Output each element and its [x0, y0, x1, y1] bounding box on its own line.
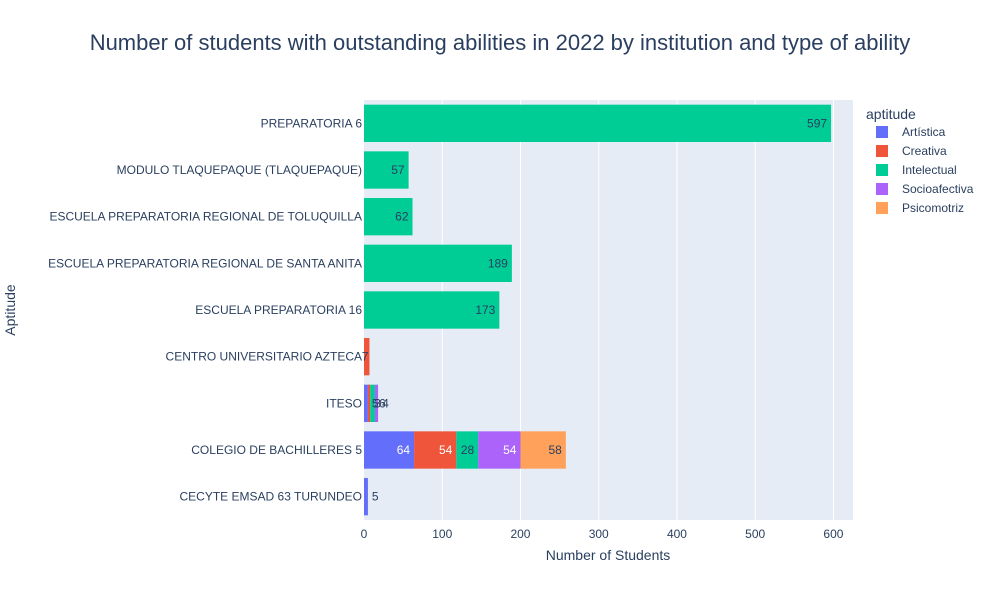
y-tick-label: ESCUELA PREPARATORIA REGIONAL DE TOLUQUI… — [49, 210, 362, 224]
data-label: 7 — [362, 350, 369, 364]
bar-socioafectiva[interactable] — [374, 384, 379, 422]
y-tick-label: CENTRO UNIVERSITARIO AZTECA — [166, 350, 362, 364]
bar-socioafectiva[interactable] — [478, 431, 521, 469]
y-tick-label: MODULO TLAQUEPAQUE (TLAQUEPAQUE) — [117, 163, 362, 177]
x-axis-ticks: 0 100 200 300 400 500 600 — [361, 527, 844, 541]
x-tick-label: 600 — [823, 527, 843, 541]
data-label: 6 — [379, 396, 386, 410]
legend-swatch-socioafectiva[interactable] — [876, 183, 888, 195]
data-label: 62 — [395, 210, 409, 224]
legend[interactable]: Artística Creativa Intelectual Socioafectiv… — [876, 125, 974, 215]
x-tick-label: 500 — [745, 527, 765, 541]
data-label: 57 — [391, 163, 405, 177]
bar-intelectual[interactable] — [370, 384, 375, 422]
data-label: 597 — [807, 116, 827, 130]
bar-intelectual[interactable] — [364, 104, 832, 142]
data-label: 5 — [372, 490, 379, 504]
legend-swatch-psicomotriz[interactable] — [876, 202, 888, 214]
legend-item-label[interactable]: Socioafectiva — [902, 182, 974, 196]
gridlines — [441, 100, 834, 520]
data-label: 28 — [461, 443, 475, 457]
bar-intelectual[interactable] — [364, 291, 500, 329]
bars — [364, 104, 832, 516]
data-label: 5 — [372, 396, 379, 410]
data-label: 3 — [374, 396, 381, 410]
legend-item-label[interactable]: Intelectual — [902, 163, 957, 177]
chart-title: Number of students with outstanding abil… — [90, 30, 911, 55]
bar-artística[interactable] — [364, 478, 368, 516]
data-label: 189 — [488, 256, 508, 270]
x-axis-title: Number of Students — [546, 547, 671, 563]
y-tick-label: ESCUELA PREPARATORIA 16 — [195, 303, 362, 317]
legend-item-label[interactable]: Psicomotriz — [902, 201, 964, 215]
data-label: 4 — [382, 396, 389, 410]
legend-item-label[interactable]: Creativa — [902, 144, 947, 158]
y-tick-label: COLEGIO DE BACHILLERES 5 — [191, 443, 362, 457]
bar-artística[interactable] — [364, 384, 368, 422]
bar-creativa[interactable] — [414, 431, 457, 469]
y-tick-label: ESCUELA PREPARATORIA REGIONAL DE SANTA A… — [48, 256, 362, 270]
bar-creativa[interactable] — [367, 384, 371, 422]
bar-artística[interactable] — [364, 431, 415, 469]
x-tick-label: 100 — [432, 527, 452, 541]
y-tick-label: CECYTE EMSAD 63 TURUNDEO — [180, 490, 362, 504]
y-axis-title: Aptitude — [2, 284, 18, 336]
legend-swatch-creativa[interactable] — [876, 145, 888, 157]
y-tick-label: PREPARATORIA 6 — [261, 116, 363, 130]
bar-psicomotriz[interactable] — [520, 431, 566, 469]
legend-swatch-artística[interactable] — [876, 126, 888, 138]
bar-creativa[interactable] — [364, 338, 370, 376]
data-label: 54 — [439, 443, 453, 457]
y-tick-label: ITESO — [326, 396, 362, 410]
data-label: 54 — [503, 443, 517, 457]
x-tick-label: 400 — [667, 527, 687, 541]
x-tick-label: 300 — [589, 527, 609, 541]
x-tick-label: 0 — [361, 527, 368, 541]
legend-title: aptitude — [866, 106, 916, 122]
bar-intelectual[interactable] — [456, 431, 479, 469]
legend-item-label[interactable]: Artística — [902, 125, 946, 139]
legend-swatch-intelectual[interactable] — [876, 164, 888, 176]
data-label: 58 — [548, 443, 562, 457]
bar-intelectual[interactable] — [364, 151, 409, 189]
data-label: 173 — [475, 303, 495, 317]
x-tick-label: 200 — [510, 527, 530, 541]
bar-intelectual[interactable] — [364, 198, 413, 236]
y-axis-ticks: PREPARATORIA 6 MODULO TLAQUEPAQUE (TLAQUE… — [48, 116, 362, 503]
bar-intelectual[interactable] — [364, 244, 512, 282]
data-label: 64 — [397, 443, 411, 457]
